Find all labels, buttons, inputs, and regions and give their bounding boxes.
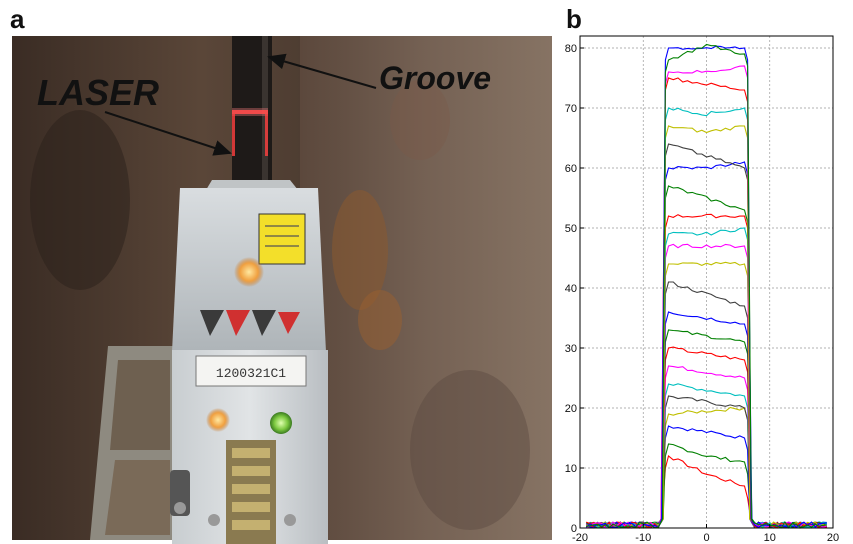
panel-b-letter: b — [566, 4, 582, 34]
device-label-text: 1200321C1 — [216, 366, 286, 381]
profile-series-21 — [586, 77, 828, 529]
front-led-green — [270, 412, 292, 434]
profile-chart: -20 -10 0 10 20 0 10 20 30 40 50 60 70 80 — [565, 35, 839, 541]
groove-arrow — [267, 53, 377, 89]
y-tick-label: 80 — [565, 43, 577, 55]
laser-callout: LASER — [37, 72, 159, 113]
groove-callout: Groove — [379, 60, 491, 96]
y-tick-label: 40 — [565, 283, 577, 295]
x-tick-label: -10 — [635, 532, 651, 541]
panel-a-letter: a — [10, 4, 25, 34]
device-label-plate — [195, 355, 307, 387]
profile-series-23 — [585, 45, 827, 529]
y-tick-label: 60 — [565, 163, 577, 175]
chart-grid — [579, 36, 834, 529]
x-tick-label: 0 — [703, 532, 709, 541]
profile-series-19 — [586, 125, 827, 529]
chart-ticks: -20 -10 0 10 20 0 10 20 30 40 50 60 70 80 — [565, 43, 839, 541]
x-tick-label: 20 — [827, 532, 839, 541]
x-tick-label: -20 — [572, 532, 588, 541]
sensor-window — [206, 180, 298, 190]
laser-sensor-photo: 1200321C1 LASER Groove — [12, 36, 552, 544]
front-led-amber — [206, 408, 230, 432]
y-tick-label: 50 — [565, 223, 577, 235]
status-led-amber — [234, 257, 264, 287]
x-tick-label: 10 — [764, 532, 776, 541]
y-tick-label: 0 — [571, 523, 577, 535]
laser-line — [232, 110, 268, 114]
y-tick-label: 30 — [565, 343, 577, 355]
y-tick-label: 20 — [565, 403, 577, 415]
laser-arrow — [104, 111, 232, 156]
y-tick-label: 70 — [565, 103, 577, 115]
brand-logo — [200, 310, 224, 336]
profile-series-22 — [586, 65, 827, 529]
mount-bolt — [170, 470, 190, 516]
warning-label — [258, 213, 306, 265]
profile-series-7 — [586, 365, 828, 529]
y-tick-label: 10 — [565, 463, 577, 475]
